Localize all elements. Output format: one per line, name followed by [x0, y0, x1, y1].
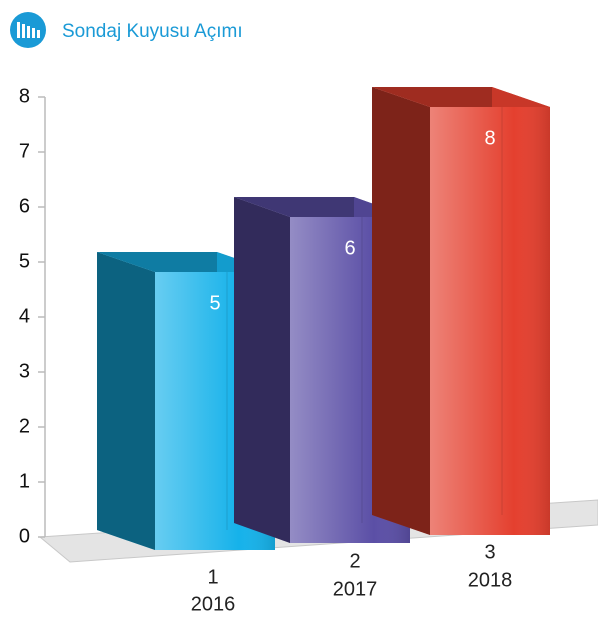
x-tick-year: 2017 — [333, 578, 378, 600]
bar — [372, 87, 550, 535]
value-label: 5 — [209, 292, 220, 314]
value-label: 6 — [344, 237, 355, 259]
y-tick-label: 7 — [19, 140, 30, 162]
y-tick-label: 1 — [19, 470, 30, 492]
bar-front-shine — [430, 107, 550, 535]
plot: 0 1 2 3 4 5 6 7 8 5 1 2016 6 2 2017 8 3 2018 — [19, 85, 550, 615]
x-tick-year: 2016 — [191, 593, 236, 615]
y-tick-label: 3 — [19, 360, 30, 382]
x-tick-year: 2018 — [468, 569, 513, 591]
y-tick-label: 2 — [19, 415, 30, 437]
value-label: 8 — [484, 127, 495, 149]
y-tick-label: 4 — [19, 305, 30, 327]
x-tick-label: 2 — [349, 550, 360, 572]
bar-side-shade — [234, 197, 290, 543]
y-tick-label: 8 — [19, 85, 30, 107]
bar-side — [97, 252, 155, 550]
x-tick-label: 3 — [484, 541, 495, 563]
bar-side-shade — [97, 252, 155, 550]
y-tick-label: 6 — [19, 195, 30, 217]
bar-side — [234, 197, 290, 543]
y-tick-label: 5 — [19, 250, 30, 272]
x-tick-label: 1 — [207, 566, 218, 588]
chart-title: Sondaj Kuyusu Açımı — [62, 21, 243, 42]
y-tick-label: 0 — [19, 525, 30, 547]
bar-side-shade — [372, 87, 430, 535]
logo-icon — [10, 12, 46, 48]
bar-side — [372, 87, 430, 535]
